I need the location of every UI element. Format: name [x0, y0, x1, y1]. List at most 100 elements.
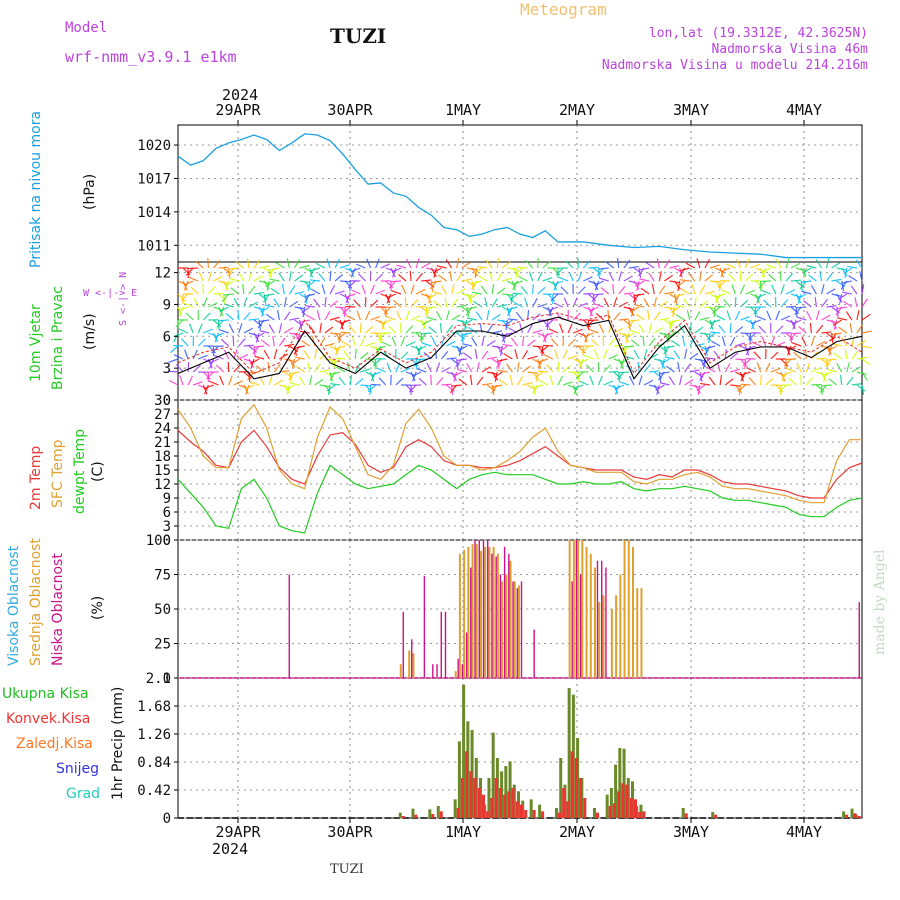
- conv-precip-bar: [612, 803, 616, 818]
- wind-arrow: [734, 384, 743, 394]
- wind-arrow: [831, 278, 842, 282]
- wind-arrow: [214, 332, 220, 343]
- wind-arrow: [859, 271, 863, 282]
- wind-arrow: [334, 258, 341, 269]
- wind-arrow: [833, 319, 838, 330]
- wind-arrow: [748, 377, 757, 386]
- wind-arrow: [739, 284, 746, 295]
- wind-arrow: [435, 362, 441, 373]
- wind-arrow: [432, 267, 442, 274]
- wind-arrow: [548, 306, 554, 317]
- wind-arrow: [699, 284, 706, 295]
- conv-precip-bar: [524, 810, 528, 818]
- wind-arrow: [680, 288, 691, 295]
- wind-arrow: [243, 344, 254, 347]
- wind-arrow: [552, 267, 561, 276]
- wind-arrow: [207, 257, 209, 269]
- precip-tick-label: 0.42: [137, 783, 171, 799]
- wind-arrow: [608, 354, 618, 360]
- wind-arrow: [560, 286, 569, 295]
- model-label: Model: [65, 20, 108, 36]
- wind-arrow: [175, 319, 184, 328]
- wind-arrow: [369, 284, 376, 295]
- wind-arrow: [243, 327, 253, 334]
- wind-arrow: [590, 338, 599, 347]
- wind-arrow: [273, 298, 280, 308]
- wind-arrow: [664, 291, 675, 295]
- wind-arrow: [856, 324, 864, 334]
- wind-arrow: [786, 367, 797, 373]
- wind-arrow: [410, 299, 419, 308]
- wind-arrow: [653, 327, 664, 334]
- wind-arrow: [346, 315, 356, 321]
- wind-arrow: [501, 332, 506, 343]
- wind-arrow: [715, 305, 726, 308]
- conv-precip-bar: [498, 788, 502, 818]
- wind-arrow: [248, 301, 258, 308]
- wind-arrow: [573, 384, 584, 390]
- wind-arrow: [444, 297, 448, 308]
- conv-precip-bar: [857, 816, 861, 818]
- wind-arrow: [583, 354, 594, 360]
- wind-arrow: [461, 293, 472, 297]
- wind-arrow: [334, 345, 339, 356]
- wind-arrow: [838, 326, 848, 334]
- wind-arrow: [339, 319, 344, 330]
- wind-arrow: [679, 267, 690, 272]
- wind-arrow: [310, 288, 321, 295]
- conv-precip-bar: [469, 771, 473, 818]
- wind-arrow: [405, 341, 416, 347]
- precip-tick-label: 0: [163, 811, 171, 827]
- wind-arrow: [238, 338, 246, 347]
- wind-arrow: [578, 302, 588, 308]
- wind-arrow: [661, 358, 665, 369]
- wind-arrow: [699, 300, 709, 308]
- wind-arrow: [533, 384, 543, 389]
- wind-arrow: [203, 384, 214, 390]
- wind-arrow: [452, 371, 463, 378]
- wind-arrow: [266, 280, 270, 291]
- wind-arrow: [289, 371, 300, 375]
- wind-arrow: [255, 365, 265, 373]
- wind-arrow: [613, 311, 621, 321]
- wind-arrow: [315, 262, 326, 269]
- wind-arrow: [497, 358, 508, 362]
- total-precip-bar: [504, 766, 508, 818]
- wind-arrow: [213, 306, 224, 311]
- wind-arrow: [647, 310, 650, 321]
- wind-arrow: [709, 319, 714, 330]
- wind-arrow: [821, 345, 832, 350]
- model-name: wrf-nmm_v3.9.1 e1km: [65, 48, 237, 66]
- wind-arrow: [801, 280, 812, 283]
- total-precip-bar: [850, 808, 854, 818]
- wind-arrow: [466, 267, 477, 271]
- wind-arrow: [653, 311, 661, 321]
- total-precip-bar: [453, 799, 457, 818]
- wind-arrow: [411, 371, 422, 377]
- total-precip-bar: [398, 812, 402, 818]
- temp-tick-label: 6: [163, 505, 171, 521]
- wind-arrow: [856, 310, 860, 321]
- wind-arrow: [221, 293, 230, 303]
- wind-arrow: [696, 258, 701, 269]
- wind-arrow: [400, 336, 406, 347]
- wind-arrow: [456, 319, 467, 324]
- wind-arrow: [600, 287, 610, 295]
- wind-arrow: [456, 358, 467, 362]
- wind-arrow: [846, 376, 854, 386]
- legend-snow: Snijeg: [56, 761, 100, 777]
- station-title: TUZI: [330, 24, 387, 48]
- wind-arrow: [816, 340, 826, 347]
- conv-precip-bar: [507, 791, 511, 818]
- wind-arrow: [831, 293, 842, 297]
- wind-arrow: [434, 348, 437, 360]
- wind-arrow: [664, 274, 673, 282]
- wind-arrow: [255, 332, 265, 339]
- wind-arrow: [506, 293, 514, 303]
- wind-arrow: [422, 319, 432, 326]
- wind-arrow: [329, 358, 337, 368]
- wind-arrow: [562, 349, 568, 360]
- wind-arrow: [365, 325, 374, 334]
- wind-arrow: [178, 306, 189, 312]
- temp-tick-label: 21: [154, 435, 171, 451]
